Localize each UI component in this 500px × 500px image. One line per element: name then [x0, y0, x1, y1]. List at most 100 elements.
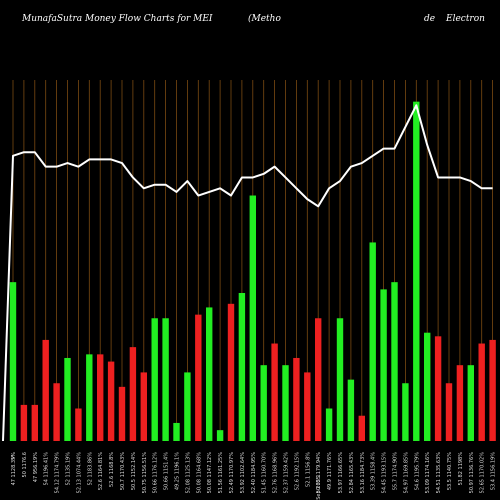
x-tick-label: 47 956.19% [33, 452, 39, 482]
bar-down [53, 383, 60, 441]
bar-up [249, 195, 256, 441]
price-line [2, 104, 493, 442]
bars [9, 101, 496, 441]
bar-down [304, 372, 311, 441]
x-tick-label: 53.4 1156.19% [491, 452, 497, 490]
bar-down [434, 336, 442, 441]
chart-subtitle-part: (Metho [248, 14, 281, 24]
bar-up [9, 282, 17, 441]
x-tick-label: 54.6 1195.79% [414, 452, 420, 490]
bar-down [195, 314, 202, 441]
bar-up [238, 292, 246, 441]
bar-down [227, 303, 235, 441]
x-tick-label: 52.6 1192.15% [294, 452, 300, 490]
bar-up [216, 430, 224, 441]
x-tick-label: 50.66 1176.12% [153, 452, 159, 494]
bar-up [391, 282, 398, 441]
chart-subtitle-right: Electron [446, 14, 485, 24]
bar-down [445, 383, 453, 441]
bar-up [402, 383, 409, 441]
x-tick-label: 53.5 1140.75% [447, 452, 453, 490]
bar-down [129, 347, 137, 441]
x-tick-label: 50.66 1151.4% [164, 452, 170, 490]
x-tick-label: 50.35 1179.94% [316, 452, 322, 494]
x-tick-label: 52 1135.19% [66, 452, 72, 486]
x-tick-label: 50.5 1152.14% [131, 452, 137, 490]
bar-down [358, 415, 365, 441]
x-tick-label: 49.9 1171.76% [327, 452, 333, 490]
x-tick-label: 54.12 1174.79% [55, 452, 61, 494]
bar-up [413, 101, 420, 441]
bar-down [315, 318, 322, 441]
x-tick-label: 52.1 1156.8% [305, 452, 311, 487]
x-tick-label: 53.09 1174.16% [425, 452, 431, 494]
bar-up [325, 408, 333, 441]
bar-down [97, 354, 104, 441]
price-line-layer [2, 104, 493, 442]
bar-down [31, 404, 38, 441]
x-tick-label: 52.37 1159.42% [284, 452, 290, 494]
bar-down [489, 339, 496, 441]
x-tick-label: 52.6 1164.81% [98, 452, 104, 490]
bar-up [151, 318, 158, 441]
bar-up [380, 289, 387, 441]
x-tick-label: 50.75 1156.51% [142, 452, 148, 494]
bar-down [75, 408, 82, 441]
bar-down [456, 365, 464, 441]
x-tick-label: 52.49 1170.97% [229, 452, 235, 494]
bar-down [478, 343, 485, 441]
x-tick-label: 52.08 1125.13% [185, 452, 191, 494]
bar-up [336, 318, 344, 441]
bar-up [369, 242, 376, 441]
chart-subtitle-de: de [424, 14, 436, 24]
bar-down [42, 339, 49, 441]
x-tick-label: 50.7 1170.43% [120, 452, 126, 490]
x-tick-label: 53.92 1102.64% [240, 452, 246, 494]
x-tick-label: 54.51 1135.63% [436, 452, 442, 494]
x-tick-label: 52.6 1168.8% [109, 452, 115, 487]
x-tick-label: 50.08 1147.12% [207, 452, 213, 494]
bar-up [206, 307, 213, 441]
bar-down [293, 357, 300, 441]
x-tick-label: 51.82 1198% [458, 452, 464, 486]
x-tick-label: 53.97 1166.65% [338, 452, 344, 494]
x-tick-label: 54 1196.41% [44, 452, 50, 486]
bar-down [20, 404, 28, 441]
bar-up [184, 372, 191, 441]
bar-down [107, 361, 115, 441]
x-tick-label: 52.13 1074.44% [76, 452, 82, 494]
bar-up [282, 365, 289, 441]
bar-up [347, 379, 355, 441]
bar-up [64, 357, 71, 441]
x-tick-label: 52.84 1165.43% [349, 452, 355, 494]
month-label: Sep 2025 [316, 476, 322, 500]
bar-down [140, 372, 147, 441]
bar-up [424, 332, 431, 441]
x-tick-label: 51.45 1160.70% [262, 452, 268, 494]
bar-down [118, 386, 126, 441]
x-tick-label: 51.56 1161.25% [218, 452, 224, 494]
footer-mark: S [11, 455, 14, 461]
x-tick-label: 49.25 1196.1% [175, 452, 181, 490]
bar-up [162, 318, 169, 441]
x-tick-label: 54.97 1169.85% [403, 452, 409, 494]
bar-up [467, 365, 474, 441]
chart-title: MunafaSutra Money Flow Charts for MEI [22, 14, 213, 24]
x-tick-label: 50.97 1136.76% [469, 452, 475, 494]
x-tick-label: 50 1176.6 [22, 452, 28, 477]
x-tick-label: 53.16 1184.73% [360, 452, 366, 494]
bar-down [271, 343, 278, 441]
x-tick-label: 52.40 1184.95% [251, 452, 257, 494]
x-tick-label: 54.45 1193.15% [382, 452, 388, 494]
bar-up [173, 422, 180, 441]
x-tick-label: 52.65 1170.02% [480, 452, 486, 494]
bar-up [86, 354, 93, 441]
x-tick-label: 53.39 1158.4% [371, 452, 377, 490]
bar-up [260, 365, 267, 441]
x-tick-labels: 47 1128.35% 50 1176.6 47 956.19% 54 1196.41… [11, 452, 497, 500]
x-tick-label: 52 1183.86% [87, 452, 93, 486]
x-tick-label: 47 1128.35% [11, 452, 17, 486]
x-tick-label: 55.7 1174.90% [393, 452, 399, 490]
